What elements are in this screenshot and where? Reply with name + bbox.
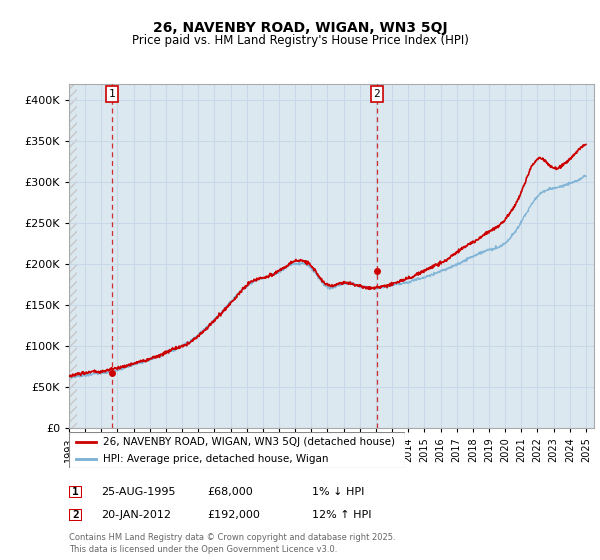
Text: 2: 2 xyxy=(72,510,79,520)
Text: 20-JAN-2012: 20-JAN-2012 xyxy=(101,510,171,520)
Text: Contains HM Land Registry data © Crown copyright and database right 2025.
This d: Contains HM Land Registry data © Crown c… xyxy=(69,533,395,554)
FancyBboxPatch shape xyxy=(69,509,82,521)
Text: 26, NAVENBY ROAD, WIGAN, WN3 5QJ: 26, NAVENBY ROAD, WIGAN, WN3 5QJ xyxy=(152,21,448,35)
FancyBboxPatch shape xyxy=(69,486,82,498)
Text: £68,000: £68,000 xyxy=(207,487,253,497)
FancyBboxPatch shape xyxy=(69,432,405,468)
Text: 2: 2 xyxy=(373,89,380,99)
Text: Price paid vs. HM Land Registry's House Price Index (HPI): Price paid vs. HM Land Registry's House … xyxy=(131,34,469,46)
Text: 26, NAVENBY ROAD, WIGAN, WN3 5QJ (detached house): 26, NAVENBY ROAD, WIGAN, WN3 5QJ (detach… xyxy=(103,437,395,447)
Text: HPI: Average price, detached house, Wigan: HPI: Average price, detached house, Wiga… xyxy=(103,454,328,464)
Text: 1% ↓ HPI: 1% ↓ HPI xyxy=(312,487,364,497)
Text: 12% ↑ HPI: 12% ↑ HPI xyxy=(312,510,371,520)
Text: 25-AUG-1995: 25-AUG-1995 xyxy=(101,487,175,497)
Text: £192,000: £192,000 xyxy=(207,510,260,520)
Text: 1: 1 xyxy=(109,89,115,99)
Text: 1: 1 xyxy=(72,487,79,497)
